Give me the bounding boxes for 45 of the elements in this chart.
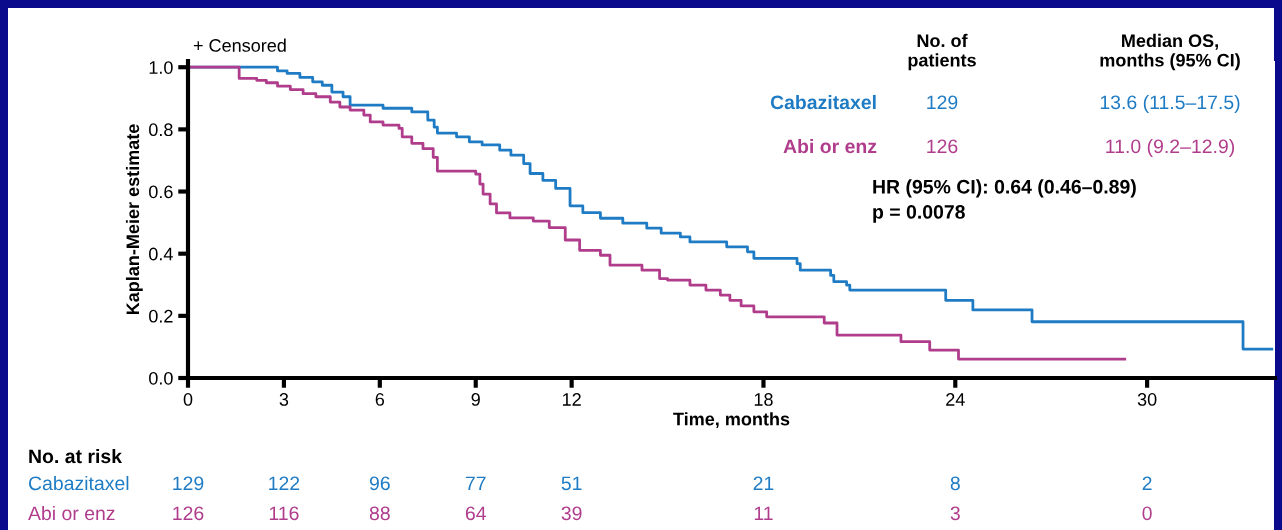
text: Cabazitaxel (770, 94, 876, 110)
annotation: Median OS, months (95% CI) (1100, 33, 1240, 71)
text: 129 (173, 476, 204, 491)
x-tick-label: 0 (183, 393, 193, 406)
text: 39 (561, 506, 582, 521)
text: 88 (369, 506, 390, 521)
text: 116 (269, 506, 299, 521)
text: 77 (465, 476, 486, 491)
text: 126 (173, 506, 204, 521)
y-tick-label: 0.0 (149, 371, 173, 385)
text: 8 (950, 476, 960, 491)
x-tick-label: 9 (471, 393, 480, 406)
text: Abi or enz (28, 505, 115, 521)
text: 2 (1142, 476, 1152, 491)
y-tick-label: 0.2 (149, 309, 173, 323)
annotation: 126 (927, 139, 958, 154)
x-tick-label: 30 (1137, 393, 1157, 406)
x-tick-label: 12 (562, 393, 581, 406)
text: 0 (1142, 506, 1152, 521)
annotation: No. of patients (908, 33, 976, 71)
annotation: HR (95% CI): 0.64 (0.46–0.89) p = 0.0078 (873, 179, 1136, 223)
x-tick-label: 18 (754, 393, 773, 406)
text: No. at risk (29, 448, 123, 464)
text: + Censored (193, 38, 286, 52)
x-tick-label: 24 (946, 393, 965, 406)
y-tick-label: 1.0 (149, 61, 173, 74)
text: 21 (753, 476, 774, 491)
y-axis-title: Kaplan-Meier estimate (125, 124, 143, 315)
y-tick-label: 0.6 (149, 185, 173, 199)
text: 96 (369, 476, 390, 491)
text: 51 (561, 476, 582, 491)
text: 122 (269, 476, 300, 491)
text: 64 (465, 506, 486, 521)
text: 11 (754, 506, 773, 521)
x-axis-title: Time, months (673, 412, 790, 429)
annotation: 11.0 (9.2–12.9) (1106, 138, 1235, 158)
text: Abi or enz (783, 138, 877, 154)
annotation: 129 (927, 95, 958, 110)
text: Cabazitaxel (28, 475, 129, 491)
x-tick-label: 6 (375, 393, 385, 406)
x-tick-label: 3 (279, 393, 289, 406)
annotation: 13.6 (11.5–17.5) (1100, 94, 1240, 114)
text: 3 (950, 506, 960, 521)
y-tick-label: 0.4 (149, 247, 173, 261)
y-tick-label: 0.8 (149, 123, 173, 137)
